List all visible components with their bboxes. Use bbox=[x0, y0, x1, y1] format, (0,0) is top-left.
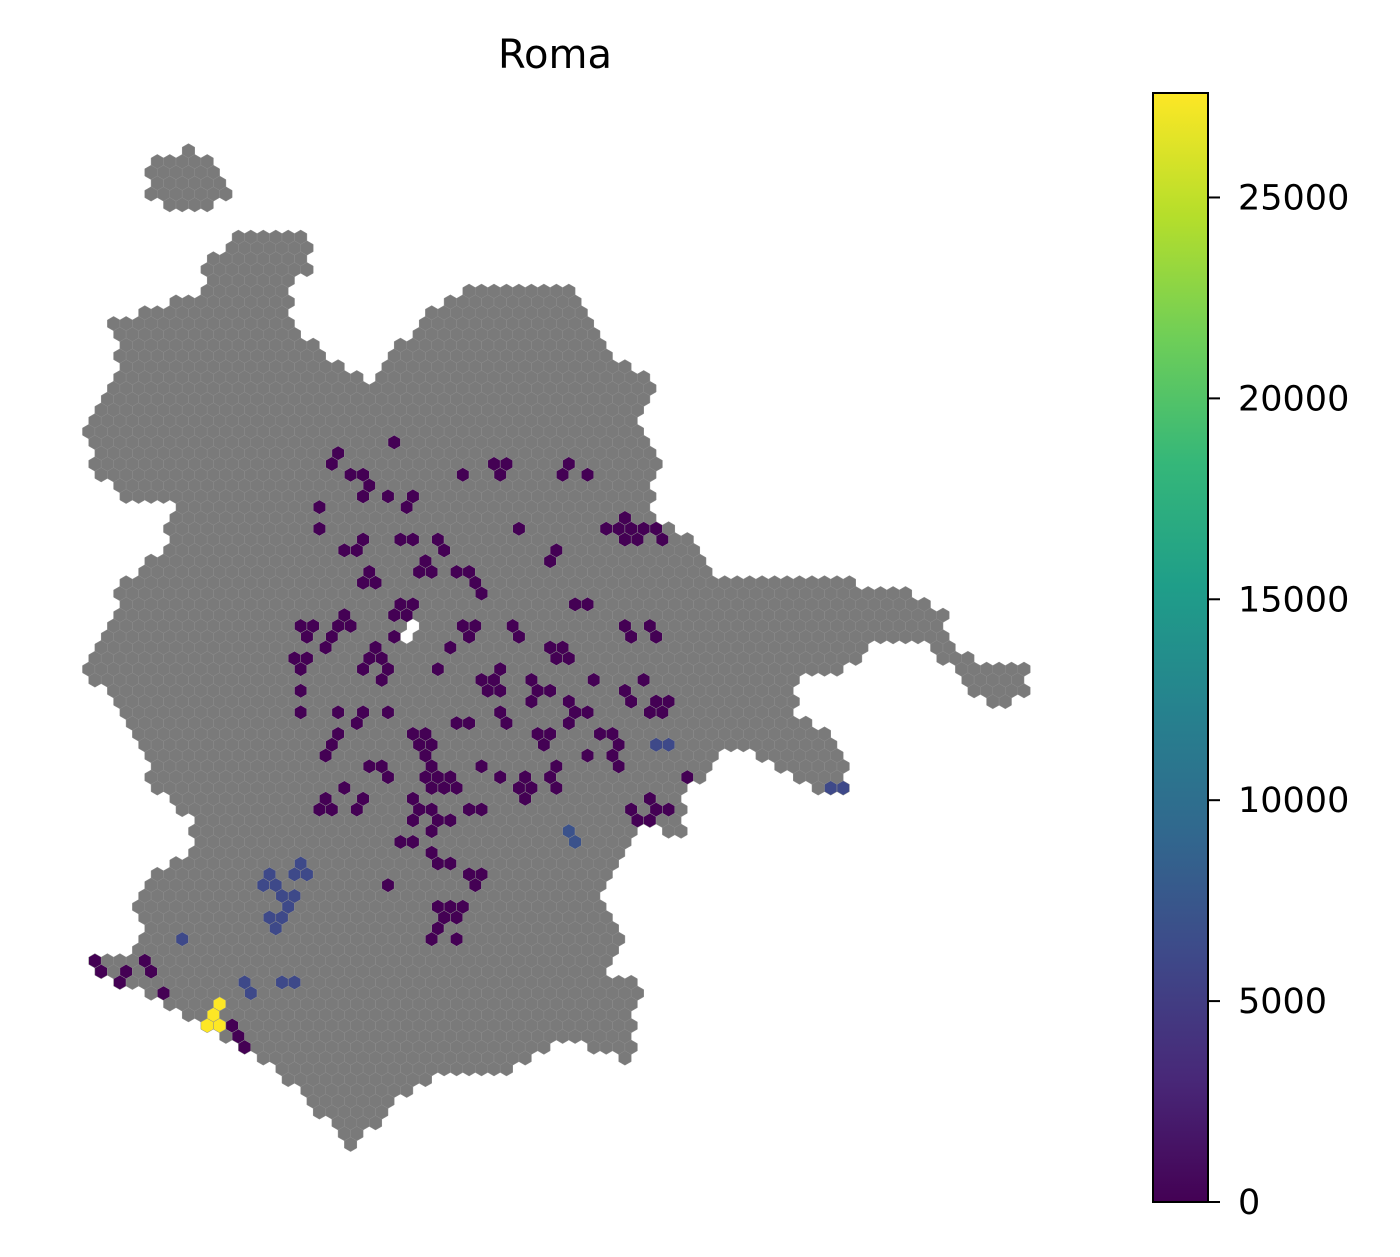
colorbar-tick-label: 0 bbox=[1238, 1183, 1260, 1223]
colorbar: 0 5000 10000 15000 20000 25000 bbox=[1152, 92, 1349, 1223]
colorbar-gradient bbox=[1152, 92, 1209, 1203]
hex-cell bbox=[674, 823, 688, 839]
colorbar-tick-label: 20000 bbox=[1238, 379, 1349, 419]
hex-cell bbox=[1017, 683, 1031, 699]
hex-cell bbox=[200, 197, 214, 213]
hex-cell bbox=[418, 1072, 432, 1088]
hex-cell bbox=[830, 661, 844, 677]
hex-cell bbox=[836, 780, 850, 796]
hex-cell bbox=[300, 262, 314, 278]
hex-cell bbox=[344, 1136, 358, 1152]
hex-cell bbox=[219, 186, 233, 202]
hex-cell bbox=[693, 769, 707, 785]
hex-cell bbox=[998, 694, 1012, 710]
hex-cell bbox=[400, 1082, 414, 1098]
colorbar-tick-label: 5000 bbox=[1238, 982, 1327, 1022]
colorbar-tick-label: 10000 bbox=[1238, 781, 1349, 821]
hex-cell bbox=[849, 650, 863, 666]
map-title: Roma bbox=[498, 32, 612, 78]
colorbar-tick-label: 15000 bbox=[1238, 580, 1349, 620]
hex-cell bbox=[537, 1039, 551, 1055]
hex-cell bbox=[369, 1115, 383, 1131]
colorbar-tick-label: 25000 bbox=[1238, 178, 1349, 218]
hex-cell bbox=[618, 1050, 632, 1066]
hex-grid bbox=[82, 143, 1031, 1152]
hex-cell bbox=[499, 1061, 513, 1077]
hex-cell bbox=[518, 1050, 532, 1066]
